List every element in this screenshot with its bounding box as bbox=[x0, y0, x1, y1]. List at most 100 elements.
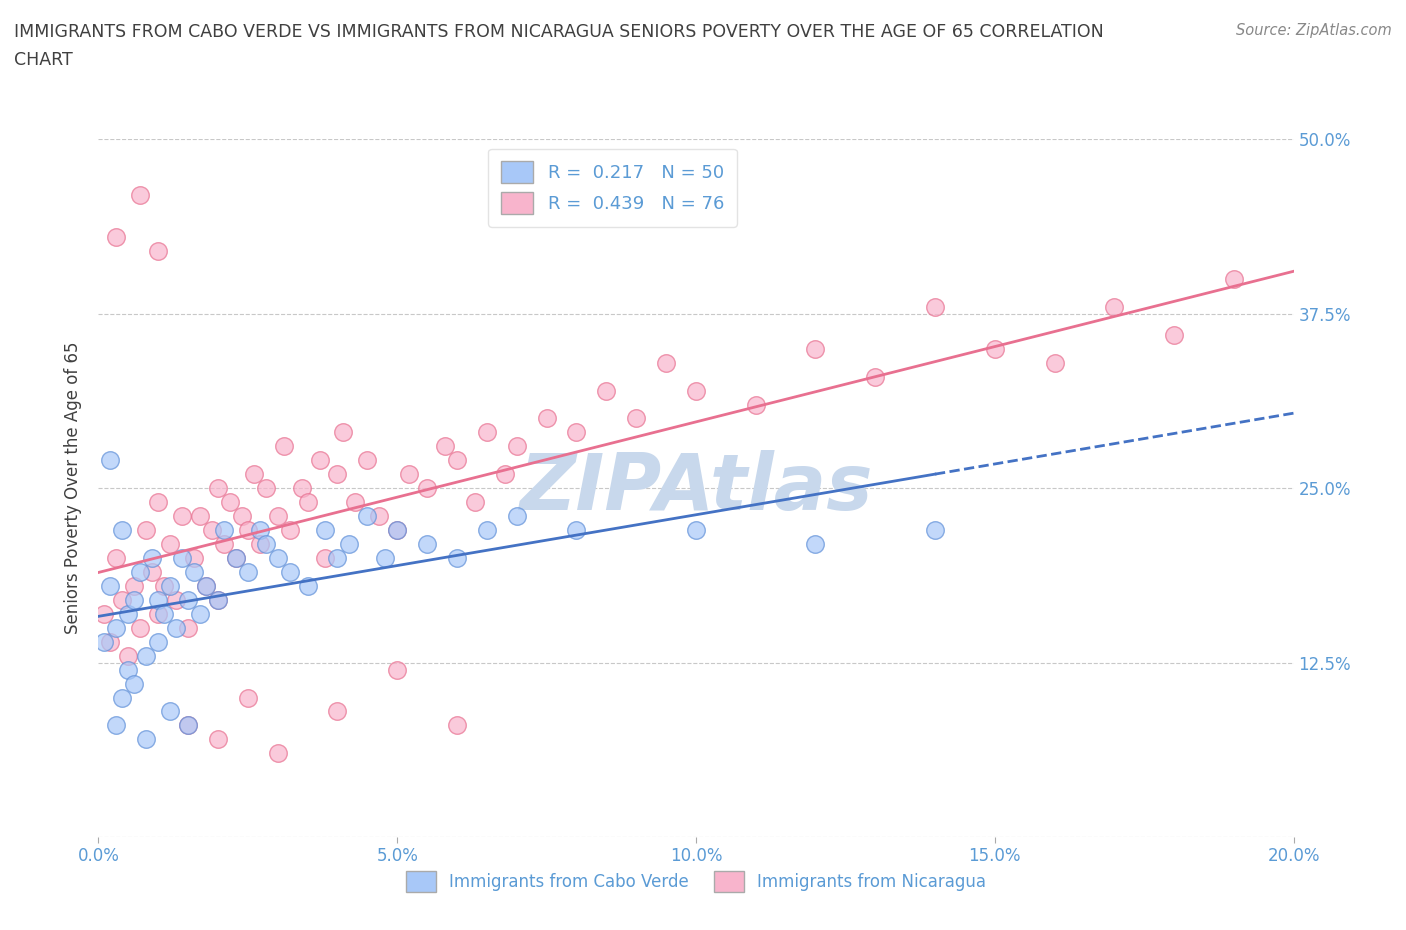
Point bbox=[98, 634, 122, 649]
Point bbox=[117, 662, 139, 677]
Point bbox=[207, 592, 229, 607]
Point bbox=[212, 523, 235, 538]
Point bbox=[165, 620, 187, 635]
Point bbox=[177, 592, 200, 607]
Point bbox=[212, 537, 235, 551]
Point bbox=[291, 481, 314, 496]
Point bbox=[536, 411, 558, 426]
Point bbox=[207, 732, 229, 747]
Point bbox=[254, 481, 277, 496]
Point bbox=[254, 537, 277, 551]
Point bbox=[111, 592, 134, 607]
Point bbox=[165, 592, 187, 607]
Point bbox=[446, 718, 468, 733]
Point bbox=[267, 551, 290, 565]
Point bbox=[153, 578, 176, 593]
Point bbox=[326, 704, 349, 719]
Point bbox=[356, 509, 378, 524]
Point bbox=[231, 509, 253, 524]
Point bbox=[434, 439, 457, 454]
Point bbox=[984, 341, 1007, 356]
Point bbox=[129, 188, 152, 203]
Point bbox=[219, 495, 242, 510]
Point bbox=[148, 244, 170, 259]
Point bbox=[172, 551, 194, 565]
Point bbox=[236, 523, 259, 538]
Point bbox=[1104, 299, 1126, 314]
Text: IMMIGRANTS FROM CABO VERDE VS IMMIGRANTS FROM NICARAGUA SENIORS POVERTY OVER THE: IMMIGRANTS FROM CABO VERDE VS IMMIGRANTS… bbox=[14, 23, 1104, 41]
Point bbox=[159, 578, 181, 593]
Point bbox=[385, 523, 409, 538]
Point bbox=[398, 467, 420, 482]
Point bbox=[475, 425, 498, 440]
Point bbox=[865, 369, 887, 384]
Point bbox=[924, 523, 946, 538]
Point bbox=[385, 523, 409, 538]
Point bbox=[326, 551, 349, 565]
Point bbox=[356, 453, 378, 468]
Point bbox=[141, 551, 163, 565]
Point bbox=[141, 565, 163, 579]
Point bbox=[183, 565, 205, 579]
Point bbox=[249, 537, 271, 551]
Y-axis label: Seniors Poverty Over the Age of 65: Seniors Poverty Over the Age of 65 bbox=[65, 342, 83, 634]
Point bbox=[685, 383, 707, 398]
Point bbox=[183, 551, 205, 565]
Point bbox=[148, 592, 170, 607]
Point bbox=[207, 481, 229, 496]
Point bbox=[135, 732, 157, 747]
Point bbox=[129, 620, 152, 635]
Point bbox=[111, 523, 134, 538]
Point bbox=[297, 578, 319, 593]
Point bbox=[172, 509, 194, 524]
Point bbox=[326, 467, 349, 482]
Point bbox=[159, 704, 181, 719]
Point bbox=[278, 565, 301, 579]
Text: ZIPAtlas: ZIPAtlas bbox=[519, 450, 873, 526]
Point bbox=[267, 509, 290, 524]
Point bbox=[446, 453, 468, 468]
Point bbox=[494, 467, 516, 482]
Point bbox=[374, 551, 396, 565]
Point bbox=[315, 523, 337, 538]
Point bbox=[105, 551, 128, 565]
Text: Source: ZipAtlas.com: Source: ZipAtlas.com bbox=[1236, 23, 1392, 38]
Point bbox=[332, 425, 354, 440]
Point bbox=[685, 523, 707, 538]
Point bbox=[148, 495, 170, 510]
Point bbox=[745, 397, 768, 412]
Point bbox=[339, 537, 361, 551]
Point bbox=[655, 355, 678, 370]
Point bbox=[177, 718, 200, 733]
Point bbox=[105, 620, 128, 635]
Point bbox=[148, 606, 170, 621]
Point bbox=[159, 537, 181, 551]
Point bbox=[416, 481, 439, 496]
Point bbox=[416, 537, 439, 551]
Point bbox=[506, 439, 529, 454]
Point bbox=[385, 662, 409, 677]
Point bbox=[129, 565, 152, 579]
Point bbox=[308, 453, 330, 468]
Point bbox=[249, 523, 271, 538]
Point bbox=[195, 578, 218, 593]
Point bbox=[565, 425, 588, 440]
Point bbox=[207, 592, 229, 607]
Point bbox=[475, 523, 498, 538]
Point bbox=[344, 495, 367, 510]
Point bbox=[297, 495, 319, 510]
Point bbox=[111, 690, 134, 705]
Point bbox=[124, 592, 146, 607]
Text: CHART: CHART bbox=[14, 51, 73, 69]
Point bbox=[464, 495, 486, 510]
Point bbox=[177, 718, 200, 733]
Point bbox=[177, 620, 200, 635]
Point bbox=[368, 509, 391, 524]
Point bbox=[315, 551, 337, 565]
Point bbox=[98, 453, 122, 468]
Point bbox=[1163, 327, 1185, 342]
Point bbox=[225, 551, 247, 565]
Point bbox=[225, 551, 247, 565]
Point bbox=[93, 634, 115, 649]
Point bbox=[1223, 272, 1246, 286]
